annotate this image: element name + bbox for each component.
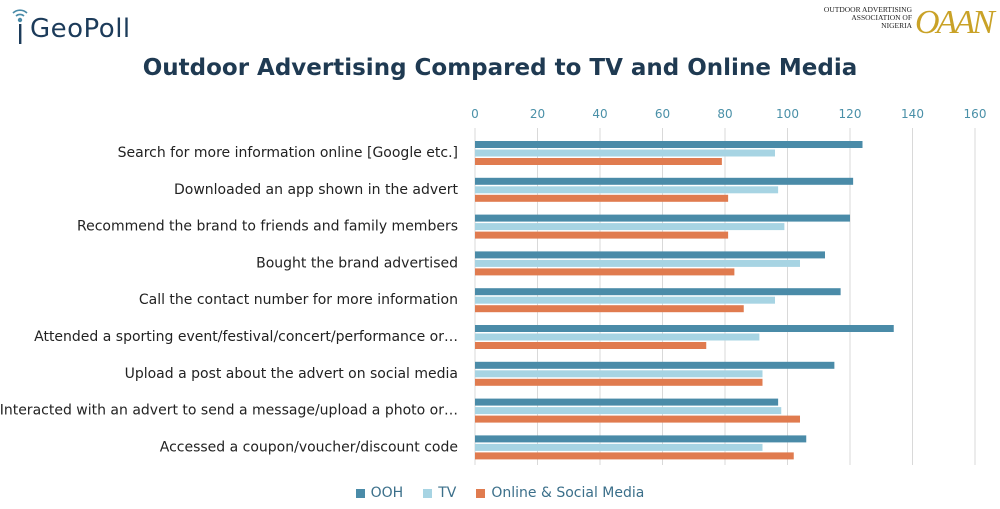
bar-ooh bbox=[475, 141, 863, 148]
x-tick-label: 80 bbox=[717, 107, 732, 121]
legend-label: TV bbox=[438, 485, 457, 501]
bar-ooh bbox=[475, 177, 854, 185]
category-label: Attended a sporting event/festival/conce… bbox=[34, 329, 458, 345]
bar-online bbox=[475, 415, 800, 423]
legend-item-online: Online & Social Media bbox=[476, 485, 644, 501]
bar-tv bbox=[475, 296, 775, 304]
oaan-org-name: OUTDOOR ADVERTISING ASSOCIATION OF NIGER… bbox=[823, 5, 912, 30]
bar-ooh bbox=[475, 435, 807, 443]
bar-tv bbox=[475, 149, 775, 157]
bar-online bbox=[475, 342, 707, 349]
x-tick-label: 40 bbox=[592, 107, 607, 121]
geopoll-brand-text: GeoPoll bbox=[30, 14, 131, 44]
x-tick-label: 120 bbox=[839, 107, 862, 121]
category-label: Search for more information online [Goog… bbox=[118, 145, 458, 161]
bar-ooh bbox=[475, 325, 894, 332]
category-label: Recommend the brand to friends and famil… bbox=[77, 219, 458, 235]
bar-ooh bbox=[475, 361, 835, 369]
bar-tv bbox=[475, 223, 785, 231]
category-label: Bought the brand advertised bbox=[256, 255, 458, 271]
category-label: Upload a post about the advert on social… bbox=[125, 366, 458, 382]
bar-tv bbox=[475, 407, 782, 415]
bar-online bbox=[475, 231, 729, 239]
bar-online bbox=[475, 158, 722, 165]
category-label: Interacted with an advert to send a mess… bbox=[0, 403, 458, 419]
category-label: Downloaded an app shown in the advert bbox=[174, 182, 459, 198]
bar-tv bbox=[475, 370, 763, 378]
geopoll-logo: GeoPoll bbox=[10, 6, 160, 46]
legend-swatch bbox=[476, 488, 486, 498]
bar-ooh bbox=[475, 398, 779, 406]
bar-tv bbox=[475, 186, 779, 194]
oaan-mark: OAAN bbox=[915, 4, 995, 41]
bar-ooh bbox=[475, 288, 841, 296]
bar-ooh bbox=[475, 214, 850, 222]
x-tick-label: 160 bbox=[964, 107, 987, 121]
x-tick-label: 140 bbox=[901, 107, 924, 121]
bar-online bbox=[475, 305, 744, 313]
category-label: Accessed a coupon/voucher/discount code bbox=[160, 439, 458, 455]
chart-legend: OOH TV Online & Social Media bbox=[0, 485, 1000, 501]
category-label: Call the contact number for more informa… bbox=[139, 292, 458, 308]
legend-label: OOH bbox=[370, 485, 404, 501]
x-tick-label: 60 bbox=[655, 107, 670, 121]
legend-item-ooh: OOH bbox=[355, 485, 404, 501]
legend-item-tv: TV bbox=[423, 485, 456, 501]
x-tick-label: 100 bbox=[776, 107, 799, 121]
bar-tv bbox=[475, 259, 800, 267]
bar-online bbox=[475, 378, 763, 386]
legend-label: Online & Social Media bbox=[491, 485, 645, 501]
bar-tv bbox=[475, 333, 760, 341]
legend-swatch bbox=[355, 488, 365, 498]
chart-title: Outdoor Advertising Compared to TV and O… bbox=[142, 55, 858, 81]
legend-swatch bbox=[423, 488, 433, 498]
x-tick-label: 20 bbox=[530, 107, 545, 121]
bar-online bbox=[475, 194, 729, 202]
x-tick-label: 0 bbox=[471, 107, 479, 121]
bar-ooh bbox=[475, 251, 825, 259]
bar-online bbox=[475, 452, 794, 460]
bar-tv bbox=[475, 443, 763, 451]
oaan-logo: OUTDOOR ADVERTISING ASSOCIATION OF NIGER… bbox=[820, 4, 995, 42]
signal-icon bbox=[12, 9, 28, 44]
bar-online bbox=[475, 268, 735, 276]
